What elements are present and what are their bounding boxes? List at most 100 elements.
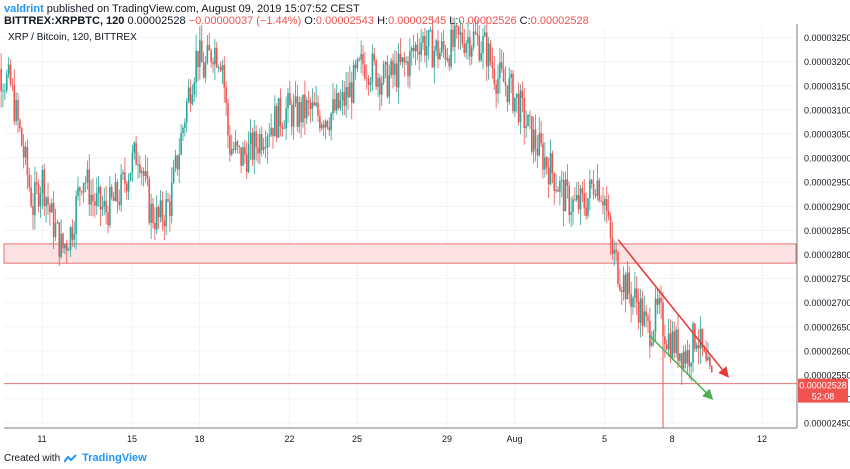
candle bbox=[538, 133, 541, 156]
candle bbox=[300, 102, 302, 123]
candle bbox=[208, 45, 211, 51]
candle bbox=[11, 84, 14, 85]
quote-line: BITTREX:XRPBTC, 120 0.00002528 −0.000000… bbox=[4, 15, 804, 27]
candle bbox=[92, 194, 94, 202]
candle bbox=[615, 249, 617, 253]
candle bbox=[589, 179, 591, 199]
candle bbox=[506, 85, 509, 102]
candle bbox=[283, 128, 286, 130]
candle bbox=[478, 35, 481, 61]
candle bbox=[135, 142, 137, 165]
candle bbox=[260, 134, 263, 151]
author-name[interactable]: valdrint bbox=[4, 3, 44, 15]
candle bbox=[690, 362, 692, 367]
candle bbox=[274, 106, 276, 137]
candle bbox=[71, 227, 74, 240]
candle bbox=[148, 179, 151, 223]
candle bbox=[553, 173, 556, 191]
candle bbox=[219, 67, 222, 71]
candle bbox=[110, 187, 113, 198]
candle bbox=[159, 200, 162, 218]
candle bbox=[339, 100, 342, 109]
candle bbox=[427, 30, 430, 47]
candle bbox=[94, 201, 96, 206]
candle bbox=[142, 171, 145, 176]
candle bbox=[360, 54, 362, 60]
candle bbox=[686, 350, 689, 364]
candle bbox=[388, 75, 391, 97]
candle bbox=[326, 120, 329, 128]
candle bbox=[521, 90, 524, 99]
candle bbox=[24, 146, 27, 158]
candle bbox=[334, 99, 336, 111]
candle bbox=[120, 174, 122, 206]
red-trend-line bbox=[617, 239, 729, 378]
candle bbox=[191, 94, 194, 104]
candle bbox=[707, 356, 709, 361]
candle bbox=[88, 169, 91, 205]
candle bbox=[476, 33, 479, 36]
candle bbox=[530, 116, 533, 152]
candle bbox=[41, 169, 44, 194]
last-price-label: 0.00002528 bbox=[799, 381, 847, 391]
price-tick-label: 0.00002700 bbox=[804, 298, 850, 308]
candle bbox=[630, 293, 632, 307]
candle bbox=[157, 207, 160, 218]
price-change: −0.00000037 (−1.44%) bbox=[188, 15, 302, 27]
candle bbox=[229, 135, 231, 155]
candle bbox=[414, 44, 417, 52]
candle bbox=[176, 155, 179, 170]
candle bbox=[635, 288, 638, 302]
candle bbox=[624, 274, 627, 300]
candle bbox=[217, 67, 220, 68]
candle bbox=[474, 31, 477, 34]
candle bbox=[705, 351, 707, 361]
candle bbox=[352, 64, 355, 103]
candle bbox=[455, 25, 458, 27]
candle bbox=[215, 48, 218, 68]
candle bbox=[17, 99, 19, 121]
candle bbox=[95, 192, 98, 206]
candle bbox=[15, 99, 17, 122]
candle bbox=[665, 344, 668, 350]
candle bbox=[587, 198, 589, 216]
candle bbox=[9, 64, 12, 85]
candle bbox=[452, 29, 454, 47]
candle bbox=[112, 197, 115, 201]
candle bbox=[688, 350, 691, 367]
candle bbox=[459, 32, 462, 35]
time-tick-label: 29 bbox=[442, 434, 452, 444]
candle bbox=[77, 187, 79, 197]
candle bbox=[485, 32, 488, 67]
candle bbox=[62, 233, 64, 249]
candle bbox=[634, 288, 636, 298]
candle bbox=[150, 203, 152, 223]
candle bbox=[637, 301, 640, 323]
candle bbox=[182, 127, 184, 134]
candle bbox=[510, 73, 512, 78]
candle bbox=[320, 124, 323, 129]
candle bbox=[519, 90, 522, 122]
candle bbox=[285, 108, 287, 129]
candle bbox=[461, 32, 464, 44]
candle bbox=[617, 252, 619, 285]
low-value: 0.00002526 bbox=[458, 15, 517, 27]
tradingview-brand[interactable]: TradingView bbox=[82, 452, 147, 464]
candle bbox=[626, 272, 629, 300]
price-tick-label: 0.00002550 bbox=[804, 370, 850, 380]
publish-line: valdrint published on TradingView.com, A… bbox=[4, 3, 804, 15]
candle bbox=[255, 131, 257, 148]
candle bbox=[397, 53, 400, 88]
price-tick-label: 0.00003050 bbox=[804, 130, 850, 140]
candle bbox=[395, 63, 398, 88]
candle bbox=[604, 199, 606, 206]
candle bbox=[574, 199, 576, 201]
candle bbox=[572, 199, 574, 212]
candle bbox=[309, 102, 312, 109]
candle bbox=[639, 298, 642, 323]
time-tick-label: 25 bbox=[352, 434, 362, 444]
candle bbox=[125, 183, 128, 192]
price-tick-label: 0.00003250 bbox=[804, 33, 850, 43]
candle bbox=[4, 90, 6, 92]
